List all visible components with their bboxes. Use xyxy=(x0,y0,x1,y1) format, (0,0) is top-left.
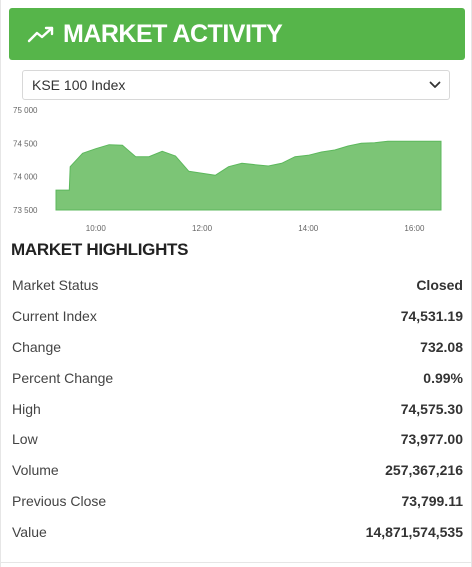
highlight-row: Change 732.08 xyxy=(1,332,472,363)
market-activity-header: MARKET ACTIVITY xyxy=(9,8,465,60)
market-highlights-list: Market Status Closed Current Index 74,531.1… xyxy=(1,270,472,547)
highlight-value: 732.08 xyxy=(420,338,463,355)
highlight-value: 73,799.11 xyxy=(401,492,463,509)
highlight-value: 14,871,574,535 xyxy=(365,523,463,540)
divider xyxy=(1,562,472,563)
highlight-row: Volume 257,367,216 xyxy=(1,455,472,486)
trending-up-icon xyxy=(27,26,54,43)
market-highlights-title: MARKET HIGHLIGHTS xyxy=(11,240,189,259)
highlight-row: Previous Close 73,799.11 xyxy=(1,486,472,517)
highlight-row: Market Status Closed xyxy=(1,270,472,301)
highlight-label: Market Status xyxy=(12,277,99,294)
highlight-label: Volume xyxy=(12,462,59,479)
highlight-value: 74,531.19 xyxy=(400,308,463,325)
y-tick-label: 73 500 xyxy=(13,206,38,215)
highlight-value: 0.99% xyxy=(423,369,463,386)
y-tick-label: 74 000 xyxy=(13,173,38,182)
y-tick-label: 74 500 xyxy=(13,139,38,148)
x-tick-label: 14:00 xyxy=(298,224,319,233)
highlight-label: Previous Close xyxy=(12,492,107,509)
highlight-value: Closed xyxy=(416,277,463,294)
highlight-row: Current Index 74,531.19 xyxy=(1,301,472,332)
highlight-label: Value xyxy=(12,523,47,540)
highlight-value: 73,977.00 xyxy=(400,431,463,448)
highlight-row: Low 73,977.00 xyxy=(1,424,472,455)
highlight-label: Change xyxy=(12,338,62,355)
x-tick-label: 10:00 xyxy=(86,224,107,233)
highlight-row: Percent Change 0.99% xyxy=(1,362,472,393)
highlight-row: Value 14,871,574,535 xyxy=(1,516,472,547)
y-tick-label: 75 000 xyxy=(13,106,38,115)
index-select[interactable]: KSE 100 Index xyxy=(22,70,450,100)
x-tick-label: 12:00 xyxy=(192,224,213,233)
index-chart: 73 500 74 000 74 500 75 000 10:00 12:00 14:00… xyxy=(13,106,442,233)
highlight-label: Percent Change xyxy=(12,369,114,386)
highlight-label: Low xyxy=(12,431,38,448)
page-title: MARKET ACTIVITY xyxy=(63,19,283,48)
index-select-value: KSE 100 Index xyxy=(32,77,126,93)
highlight-row: High 74,575.30 xyxy=(1,393,472,424)
index-area-series xyxy=(55,140,442,211)
highlight-label: High xyxy=(12,400,41,417)
highlight-label: Current Index xyxy=(12,308,97,325)
highlight-value: 74,575.30 xyxy=(400,400,463,417)
x-tick-label: 16:00 xyxy=(404,224,425,233)
chevron-down-icon xyxy=(429,81,441,88)
highlight-value: 257,367,216 xyxy=(385,462,463,479)
